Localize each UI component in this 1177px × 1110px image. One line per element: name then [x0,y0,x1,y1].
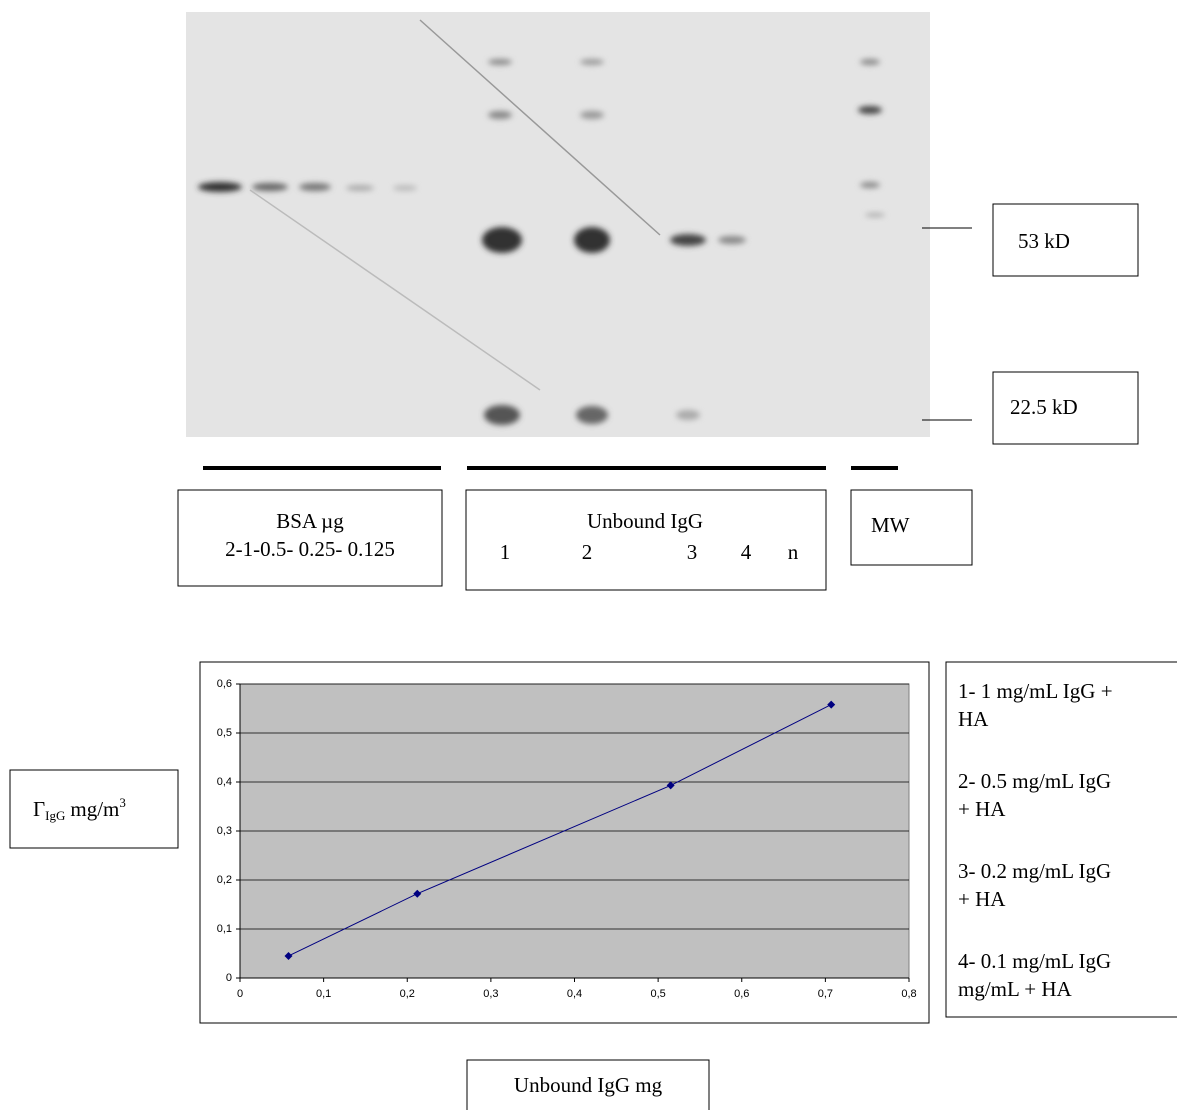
legend-box [945,661,1177,1018]
legend-entry: 1- 1 mg/mL IgG + [958,679,1113,703]
legend-entry: HA [958,707,989,731]
group-box [850,489,973,566]
group-lanes: 2-1-0.5- 0.25- 0.125 [225,537,395,561]
marker-label: 22.5 kD [1010,395,1078,419]
legend-entry: + HA [958,887,1006,911]
y-label-box [9,769,179,849]
y-axis-label: ΓIgG mg/m3 [33,795,126,823]
x-tick-label: 0,4 [567,988,582,1000]
gel-image [186,12,930,437]
group-title: BSA µg [276,509,344,533]
y-tick-label: 0,6 [217,678,232,690]
y-tick-label: 0,5 [217,727,232,739]
legend-entry: 4- 0.1 mg/mL IgG [958,949,1111,973]
x-tick-label: 0,8 [901,988,916,1000]
data-line [288,704,832,957]
y-tick-label: 0,2 [217,874,232,886]
x-label-box [466,1059,710,1110]
data-point [413,889,422,898]
x-tick-label: 0,2 [400,988,415,1000]
group-title: Unbound IgG [587,509,703,533]
lane-label: 1 [500,540,511,564]
legend-entry: mg/mL + HA [958,977,1073,1001]
group-box [177,489,443,587]
data-point [284,951,293,960]
lane-label: 4 [741,540,752,564]
x-tick-label: 0 [237,988,243,1000]
legend-entry: + HA [958,797,1006,821]
x-axis-label: Unbound IgG mg [514,1073,663,1097]
legend-entry: 2- 0.5 mg/mL IgG [958,769,1111,793]
legend: 1- 1 mg/mL IgG + HA 2- 0.5 mg/mL IgG + HA 3-… [958,679,1113,1001]
y-label-superscript: 3 [119,795,126,810]
plot: 0 0,1 0,2 0,3 0,4 0,5 0,6 0 0,1 0,2 0,3 0,4 0,5 0,6 0,… [217,678,917,1000]
y-label-symbol: Γ [33,797,45,821]
group-title: MW [871,513,910,537]
y-label-subscript: IgG [45,808,65,823]
y-label-unit: mg/m [70,797,119,821]
gel-bands [198,59,885,425]
lane-label: 3 [687,540,698,564]
data-point [666,781,675,790]
x-tick-label: 0,1 [316,988,331,1000]
x-tick-label: 0,6 [734,988,749,1000]
x-tick-label: 0,3 [483,988,498,1000]
lane-label: n [788,540,799,564]
group-box [465,489,827,591]
y-tick-label: 0,4 [217,776,232,788]
data-point [827,700,836,709]
gel-background [186,12,930,437]
marker-box [992,203,1139,277]
lane-label: 2 [582,540,593,564]
legend-entry: 3- 0.2 mg/mL IgG [958,859,1111,883]
y-tick-label: 0,3 [217,825,232,837]
marker-box [992,371,1139,445]
y-tick-label: 0,1 [217,923,232,935]
x-tick-label: 0,7 [818,988,833,1000]
marker-label: 53 kD [1018,229,1070,253]
y-tick-label: 0 [226,972,232,984]
x-tick-label: 0,5 [650,988,665,1000]
